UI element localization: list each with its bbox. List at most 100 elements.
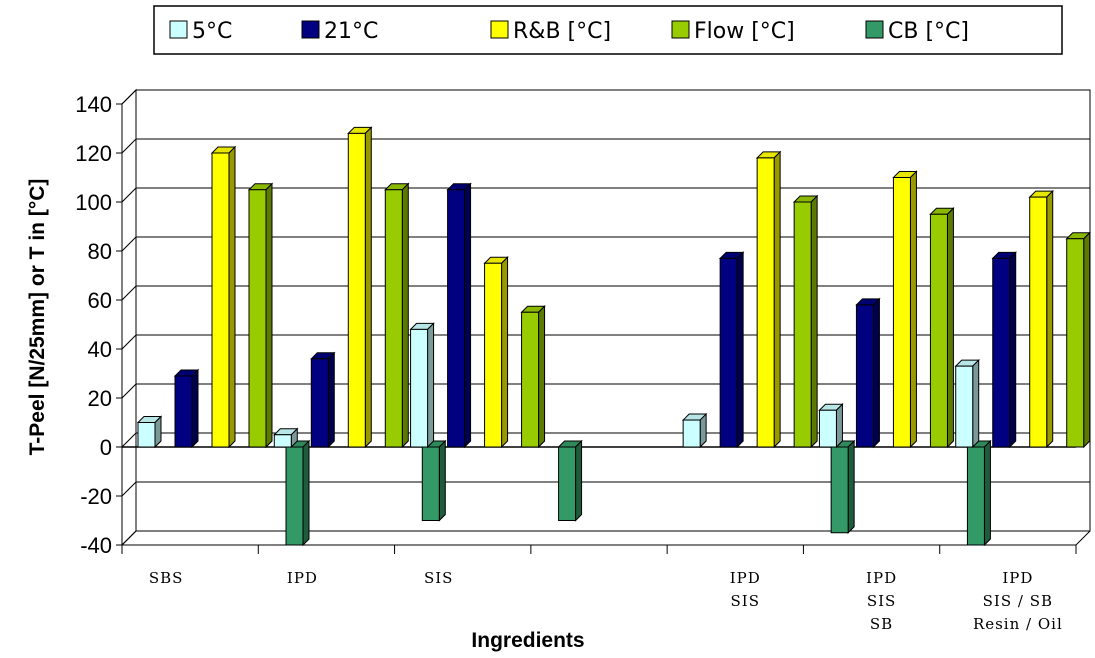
gridline-side <box>121 187 137 203</box>
bar <box>284 439 311 547</box>
legend-swatch <box>671 20 690 39</box>
bar-front <box>347 132 366 448</box>
legend-entry: CB [°C] <box>888 19 969 44</box>
bar-side <box>191 368 199 449</box>
bar <box>310 351 336 449</box>
bar-front <box>830 446 849 534</box>
bar <box>136 415 163 449</box>
gridline-side <box>121 89 137 105</box>
bar <box>247 182 274 449</box>
bar-front <box>793 201 812 448</box>
bar <box>446 182 472 449</box>
bar-side <box>464 182 472 449</box>
bar-front <box>211 152 230 448</box>
bar-front <box>992 257 1011 448</box>
bar-side <box>909 170 917 449</box>
bar-side <box>401 182 409 449</box>
bar-front <box>855 304 874 448</box>
y-tick-label: 140 <box>75 92 112 117</box>
bar-front <box>929 213 948 448</box>
bar <box>210 145 237 449</box>
bar-front <box>174 375 193 448</box>
x-tick-label: IPD <box>866 569 897 587</box>
legend-swatch <box>865 20 884 39</box>
x-tick-labels: SBS IPD SIS IPD SIS IPD SIS SB IPD SIS / SB Resin … <box>149 569 1063 633</box>
bar-side <box>983 439 991 547</box>
bar-front <box>719 257 738 448</box>
x-tick-label: SIS / SB <box>983 592 1053 610</box>
bar-side <box>364 126 372 449</box>
legend-entry: Flow [°C] <box>694 19 795 44</box>
x-tick-label: IPD <box>730 569 761 587</box>
bar-side <box>438 439 446 522</box>
bar <box>966 439 992 547</box>
bar <box>1028 189 1054 449</box>
bar <box>421 439 447 522</box>
gridline-side <box>121 334 137 350</box>
bar-front <box>384 189 403 448</box>
legend-swatch <box>169 20 188 39</box>
bar-side <box>847 439 855 534</box>
bar-front <box>137 422 156 448</box>
bars <box>136 126 1091 547</box>
y-tick-label: 60 <box>88 288 112 313</box>
y-tick-label: 100 <box>75 190 112 215</box>
bar <box>991 251 1017 449</box>
y-tick-label: 120 <box>75 141 112 166</box>
y-tick-label: 20 <box>88 386 112 411</box>
x-axis-depth <box>1075 530 1091 546</box>
y-tick-label: 0 <box>100 435 112 460</box>
bar <box>892 170 918 449</box>
y-tick-label: -40 <box>80 533 112 558</box>
x-tick-label: SIS <box>867 592 896 610</box>
bar-front <box>1029 196 1048 448</box>
bar-front <box>966 446 985 546</box>
bar-front <box>310 358 329 448</box>
legend-entry: R&B [°C] <box>513 19 611 44</box>
bar-side <box>265 182 273 449</box>
bar <box>681 412 708 449</box>
bar-side <box>327 351 335 449</box>
bar-side <box>575 439 583 522</box>
bar-side <box>810 194 818 449</box>
bar-side <box>1083 231 1091 449</box>
bar-front <box>484 262 503 448</box>
bar-front <box>248 189 267 448</box>
gridline-side <box>121 236 137 252</box>
bar-front <box>285 446 304 546</box>
y-axis-title: T-Peel [N/25mm] or T in [°C] <box>26 179 49 456</box>
gridline-side <box>121 285 137 301</box>
bar-side <box>538 305 546 449</box>
bar <box>273 427 299 449</box>
bar <box>755 150 782 449</box>
bar-side <box>302 439 310 547</box>
bar-front <box>421 446 440 521</box>
x-tick-label: IPD <box>287 569 318 587</box>
x-axis-title: Ingredients <box>471 629 584 652</box>
bar-side <box>1009 251 1017 449</box>
gridline-side <box>121 481 137 497</box>
bar-side <box>872 297 880 449</box>
x-tick-label: Resin / Oil <box>973 615 1063 633</box>
bar-side <box>736 251 744 449</box>
legend: 5°C 21°C R&B [°C] Flow [°C] CB [°C] <box>153 5 1063 55</box>
bar <box>520 305 546 449</box>
legend-entry: 5°C <box>192 19 232 44</box>
bar-side <box>835 403 843 449</box>
bar-front <box>558 446 577 521</box>
bar <box>173 368 200 449</box>
bar-side <box>972 358 980 449</box>
bar <box>1065 231 1091 449</box>
bar <box>929 207 955 449</box>
bar-side <box>427 322 435 449</box>
x-tick-label: IPD <box>1002 569 1033 587</box>
bar-front <box>818 409 837 448</box>
bar-front <box>521 311 540 448</box>
gridline-side <box>121 383 137 399</box>
bar <box>792 194 819 449</box>
y-tick-label: 40 <box>88 337 112 362</box>
y-tick-labels: -40 -20 0 20 40 60 80 100 120 140 <box>75 92 112 558</box>
legend-entry: 21°C <box>324 19 378 44</box>
bar-front <box>892 177 911 448</box>
